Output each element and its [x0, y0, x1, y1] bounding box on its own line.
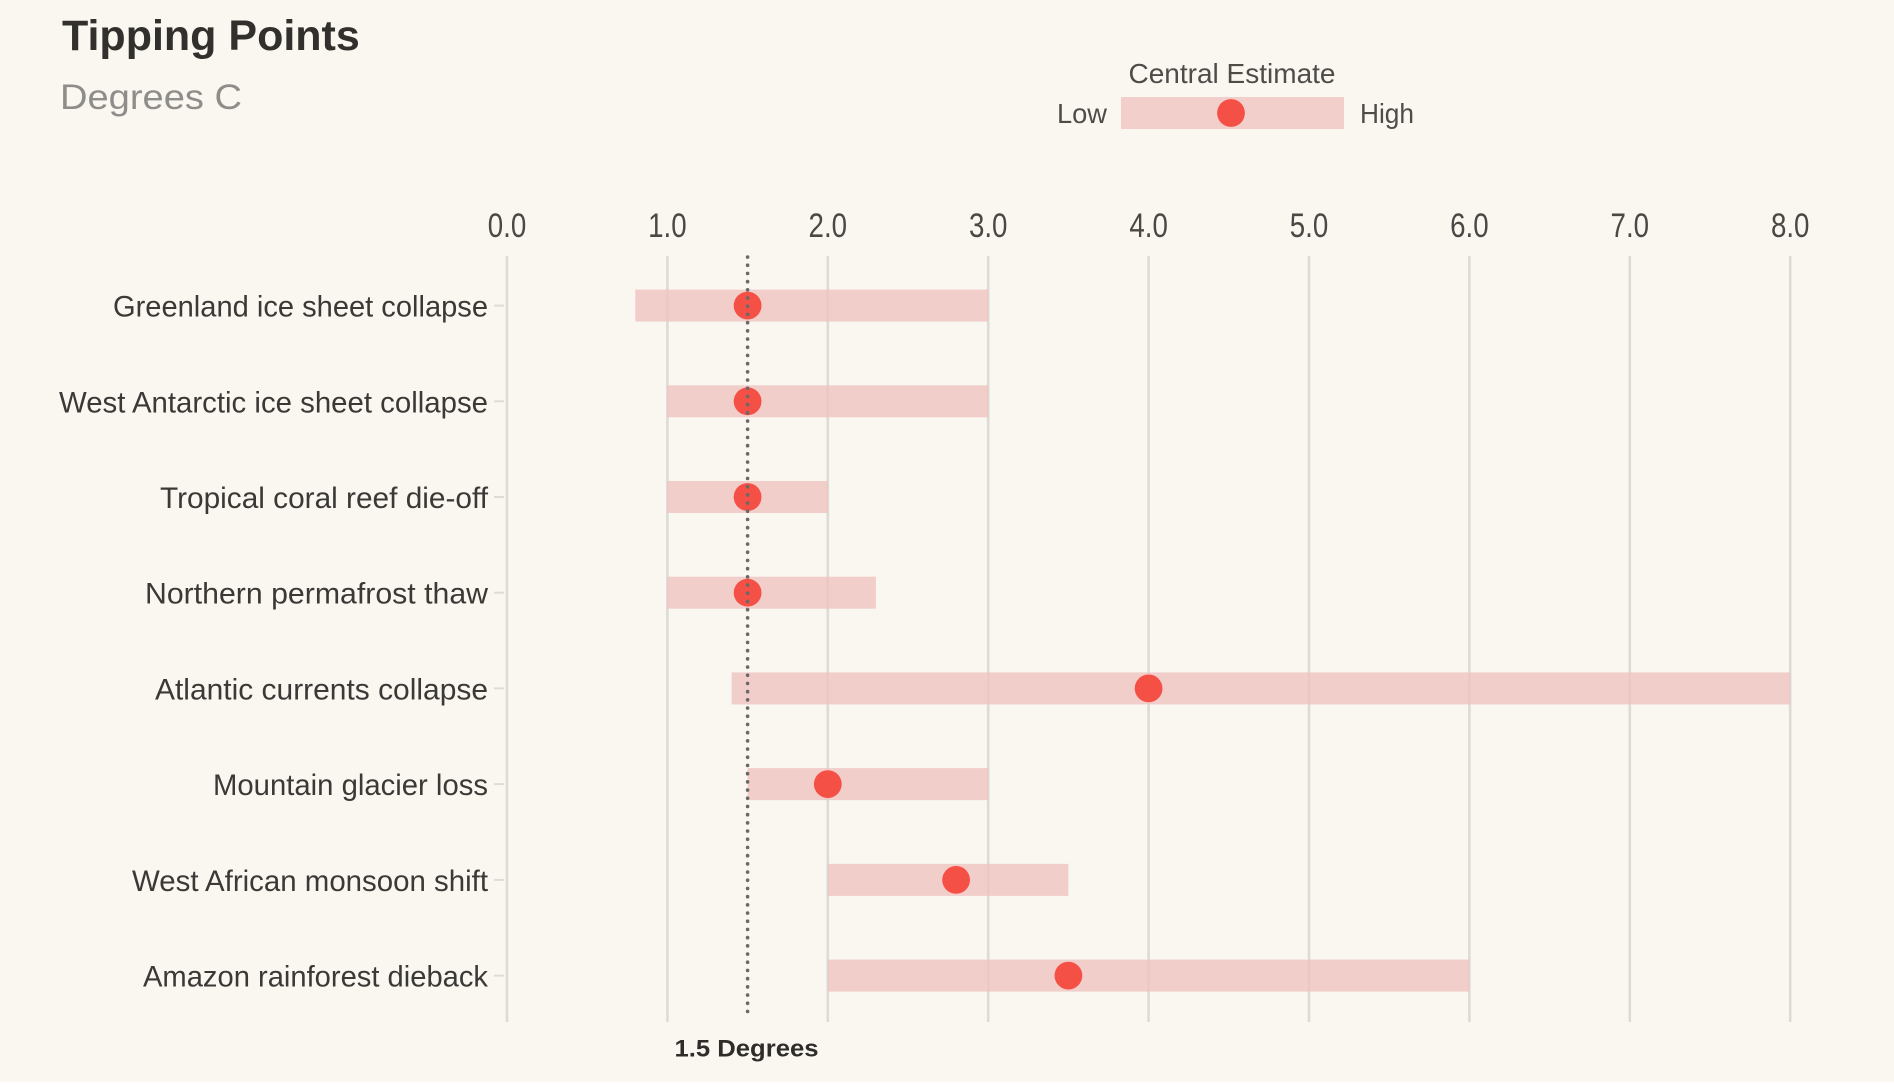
svg-text:Central Estimate: Central Estimate: [1129, 58, 1336, 89]
svg-text:4.0: 4.0: [1129, 207, 1168, 245]
svg-text:Northern permafrost thaw: Northern permafrost thaw: [145, 578, 488, 611]
svg-text:West Antarctic ice sheet colla: West Antarctic ice sheet collapse: [59, 386, 488, 419]
svg-text:Amazon rainforest dieback: Amazon rainforest dieback: [143, 961, 489, 994]
svg-text:0.0: 0.0: [488, 207, 527, 245]
svg-text:Atlantic currents collapse: Atlantic currents collapse: [155, 673, 488, 706]
svg-text:Low: Low: [1057, 98, 1108, 129]
svg-text:7.0: 7.0: [1611, 207, 1650, 245]
svg-text:2.0: 2.0: [809, 207, 848, 245]
svg-text:6.0: 6.0: [1450, 207, 1489, 245]
svg-text:Degrees C: Degrees C: [60, 78, 242, 117]
svg-text:Tipping Points: Tipping Points: [62, 12, 360, 60]
svg-text:1.5 Degrees: 1.5 Degrees: [675, 1035, 819, 1062]
svg-text:Greenland ice sheet collapse: Greenland ice sheet collapse: [113, 291, 488, 324]
svg-text:5.0: 5.0: [1290, 207, 1329, 245]
svg-text:High: High: [1360, 98, 1414, 129]
svg-text:3.0: 3.0: [969, 207, 1008, 245]
svg-text:8.0: 8.0: [1771, 207, 1810, 245]
svg-text:West African monsoon shift: West African monsoon shift: [132, 865, 489, 898]
svg-text:1.0: 1.0: [648, 207, 687, 245]
svg-text:Mountain glacier loss: Mountain glacier loss: [213, 769, 488, 802]
svg-text:Tropical coral reef die-off: Tropical coral reef die-off: [160, 482, 489, 515]
